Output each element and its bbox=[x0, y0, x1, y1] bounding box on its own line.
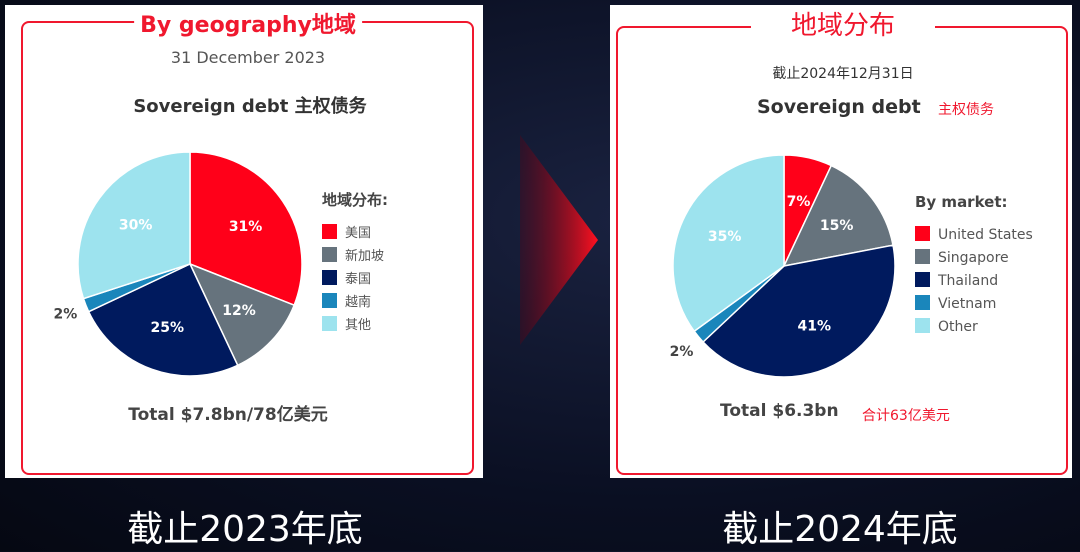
legend-label-2024-0: United States bbox=[938, 227, 1033, 243]
pie-label-2024-1: 15% bbox=[820, 218, 854, 234]
legend-label-2023-3: 越南 bbox=[345, 294, 371, 310]
chart-title-2023: Sovereign debt 主权债务 bbox=[133, 96, 367, 117]
legend-swatch-2024-2 bbox=[915, 272, 930, 287]
pie-label-2023-1: 12% bbox=[222, 303, 256, 319]
legend-label-2024-2: Thailand bbox=[937, 273, 998, 289]
pie-label-2024-0: 7% bbox=[787, 194, 811, 210]
banner-2023: By geography地域 bbox=[134, 7, 362, 39]
pie-label-2024-4: 35% bbox=[708, 229, 742, 245]
legend-label-2024-4: Other bbox=[938, 319, 978, 335]
legend-title-2024: By market: bbox=[915, 193, 1008, 211]
legend-swatch-2023-1 bbox=[322, 247, 337, 262]
banner-2024: 地域分布 bbox=[750, 5, 936, 42]
total-2024: Total $6.3bn bbox=[720, 401, 839, 421]
pie-slice-2023-1 bbox=[188, 262, 296, 367]
legend-swatch-2024-3 bbox=[915, 295, 930, 310]
chart-title-2024: Sovereign debt bbox=[757, 96, 921, 118]
legend-swatch-2023-0 bbox=[322, 224, 337, 239]
pie-label-2023-2: 25% bbox=[150, 320, 184, 336]
date-2024: 截止2024年12月31日 bbox=[772, 66, 914, 82]
pie-slice-2023-2 bbox=[87, 263, 239, 377]
pie-slice-2023-0 bbox=[189, 151, 303, 307]
legend-label-2023-0: 美国 bbox=[345, 226, 371, 241]
chart-title-cn-2024: 主权债务 bbox=[938, 102, 994, 118]
legend-title-2023: 地域分布: bbox=[322, 191, 388, 209]
legend-swatch-2024-4 bbox=[915, 318, 930, 333]
pie-label-2023-3: 2% bbox=[54, 306, 78, 322]
legend-swatch-2024-1 bbox=[915, 249, 930, 264]
pie-slice-2024-4 bbox=[672, 154, 785, 333]
total-2023: Total $7.8bn/78亿美元 bbox=[128, 405, 328, 425]
legend-swatch-2023-2 bbox=[322, 270, 337, 285]
date-2023: 31 December 2023 bbox=[170, 48, 326, 67]
legend-swatch-2024-0 bbox=[915, 226, 930, 241]
pie-label-2024-2: 41% bbox=[797, 318, 831, 334]
total-cn-2024: 合计63亿美元 bbox=[862, 408, 950, 424]
legend-label-2023-1: 新加坡 bbox=[345, 248, 384, 264]
legend-label-2024-1: Singapore bbox=[938, 250, 1009, 266]
caption-2023: 截止2023年底 bbox=[127, 509, 363, 550]
legend-swatch-2023-3 bbox=[322, 293, 337, 308]
pie-slice-2024-2 bbox=[702, 244, 896, 378]
caption-2024: 截止2024年底 bbox=[722, 509, 958, 550]
legend-label-2023-2: 泰国 bbox=[345, 272, 371, 287]
pie-label-2024-3: 2% bbox=[670, 344, 694, 360]
legend-swatch-2023-4 bbox=[322, 316, 337, 331]
pie-slice-2024-1 bbox=[782, 164, 894, 268]
pie-slice-2023-4 bbox=[77, 151, 191, 300]
legend-label-2024-3: Vietnam bbox=[938, 296, 996, 312]
legend-label-2023-4: 其他 bbox=[345, 318, 371, 333]
transition-arrow bbox=[520, 135, 598, 345]
pie-label-2023-4: 30% bbox=[119, 218, 153, 234]
pie-label-2023-0: 31% bbox=[229, 219, 263, 235]
